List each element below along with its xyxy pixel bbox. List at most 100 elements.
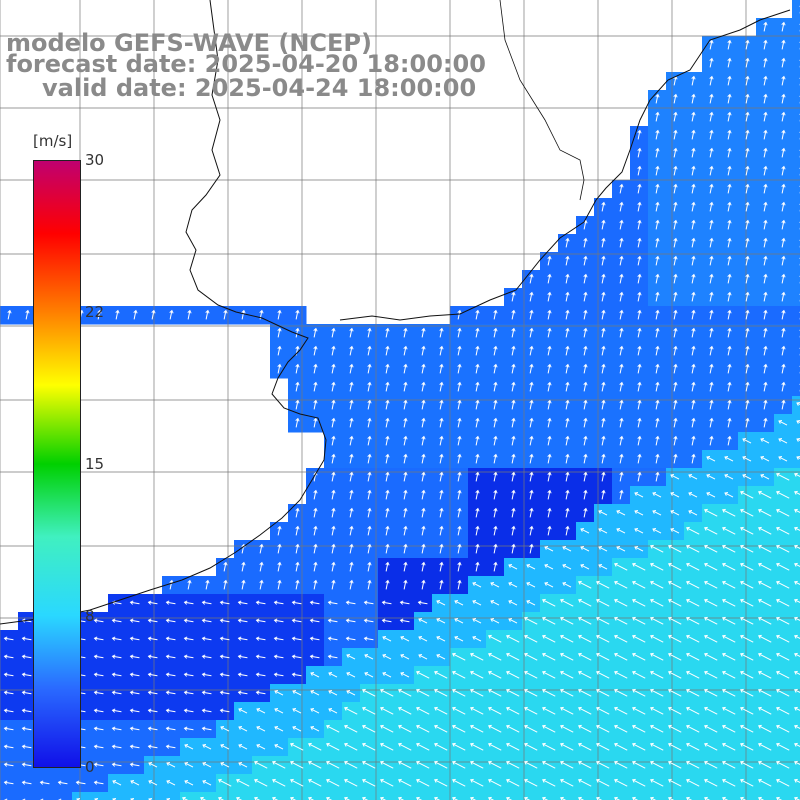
- wind-arrow-head: [619, 453, 624, 458]
- wind-arrow: [331, 382, 335, 392]
- wind-arrow: [506, 671, 520, 679]
- wind-arrow: [614, 671, 628, 679]
- wind-arrow-head: [632, 670, 636, 675]
- wind-arrow: [400, 619, 410, 623]
- wind-arrow-head: [542, 652, 546, 657]
- field-cell: [630, 792, 649, 800]
- wind-arrow-head: [346, 653, 351, 658]
- wind-arrow: [202, 673, 212, 677]
- wind-arrow: [688, 474, 698, 480]
- wind-arrow-head: [686, 652, 690, 657]
- field-cell: [522, 792, 541, 800]
- wind-arrow-head: [202, 779, 207, 784]
- wind-arrow: [403, 472, 407, 482]
- wind-arrow-head: [385, 417, 390, 422]
- wind-arrow-head: [403, 381, 408, 386]
- field-cell: [792, 216, 800, 235]
- wind-arrow-head: [763, 417, 768, 422]
- wind-arrow-head: [416, 742, 420, 747]
- wind-arrow: [346, 690, 356, 696]
- wind-arrow-head: [475, 309, 480, 314]
- wind-arrow: [763, 40, 767, 50]
- wind-arrow-head: [655, 201, 660, 206]
- wind-arrow: [313, 526, 317, 536]
- wind-arrow-head: [704, 670, 708, 675]
- wind-arrow-head: [3, 636, 8, 641]
- wind-arrow-head: [331, 507, 336, 512]
- wind-arrow-head: [670, 527, 675, 532]
- wind-arrow: [130, 655, 140, 659]
- wind-arrow-head: [439, 561, 444, 566]
- wind-arrow: [94, 709, 104, 713]
- wind-arrow: [686, 725, 700, 733]
- wind-arrow: [331, 454, 335, 464]
- wind-arrow-head: [475, 543, 480, 548]
- wind-arrow-head: [673, 435, 678, 440]
- wind-arrow-head: [295, 417, 300, 422]
- wind-arrow: [367, 562, 371, 572]
- wind-arrow-head: [650, 634, 654, 639]
- wind-arrow: [686, 527, 700, 535]
- wind-arrow-head: [367, 453, 372, 458]
- wind-arrow-head: [309, 654, 314, 659]
- wind-arrow-head: [560, 724, 564, 729]
- wind-arrow-head: [400, 635, 405, 640]
- wind-arrow-head: [488, 778, 492, 783]
- wind-arrow-head: [634, 509, 639, 514]
- wind-arrow-head: [673, 363, 678, 368]
- wind-arrow: [490, 582, 500, 588]
- wind-arrow: [578, 671, 592, 679]
- wind-arrow-head: [650, 544, 654, 549]
- wind-arrow-head: [439, 399, 444, 404]
- wind-arrow-head: [583, 273, 588, 278]
- wind-arrow-head: [421, 417, 426, 422]
- wind-arrow-head: [688, 491, 693, 496]
- wind-arrow: [346, 637, 356, 641]
- wind-arrow: [349, 472, 353, 482]
- wind-arrow-head: [220, 743, 225, 748]
- wind-arrow: [776, 635, 790, 643]
- wind-arrow-head: [470, 688, 474, 693]
- wind-arrow-head: [745, 183, 750, 188]
- wind-arrow-head: [291, 654, 296, 659]
- wind-arrow: [763, 328, 767, 338]
- wind-arrow: [686, 545, 700, 553]
- wind-arrow-head: [439, 543, 444, 548]
- field-cell: [576, 792, 595, 800]
- wind-arrow: [560, 599, 574, 607]
- wind-arrow-head: [93, 690, 98, 695]
- wind-arrow-head: [578, 598, 582, 603]
- wind-arrow: [650, 635, 664, 643]
- wind-arrow: [166, 655, 176, 659]
- wind-arrow-head: [4, 798, 8, 800]
- wind-arrow: [328, 708, 338, 714]
- wind-arrow: [634, 546, 644, 552]
- wind-arrow-head: [97, 309, 102, 314]
- colorbar: [33, 160, 81, 768]
- wind-arrow-head: [349, 381, 354, 386]
- wind-arrow: [763, 238, 767, 248]
- wind-arrow-head: [313, 543, 318, 548]
- wind-arrow-head: [220, 725, 225, 730]
- wind-arrow: [434, 671, 448, 679]
- wind-arrow: [148, 655, 158, 659]
- wind-arrow: [673, 256, 677, 266]
- wind-arrow: [220, 673, 230, 677]
- wind-arrow: [439, 544, 443, 554]
- wind-arrow-head: [686, 562, 690, 567]
- wind-arrow: [403, 346, 407, 356]
- wind-arrow: [632, 707, 646, 715]
- wind-arrow-head: [470, 670, 474, 675]
- wind-arrow: [223, 562, 227, 572]
- wind-arrow: [706, 456, 716, 462]
- wind-arrow-head: [578, 706, 582, 711]
- wind-arrow: [583, 346, 587, 356]
- wind-arrow: [529, 454, 533, 464]
- wind-arrow: [274, 744, 284, 750]
- wind-arrow: [655, 256, 659, 266]
- wind-arrow-head: [488, 670, 492, 675]
- wind-arrow-head: [493, 435, 498, 440]
- wind-arrow-head: [470, 742, 474, 747]
- wind-arrow-head: [704, 760, 708, 765]
- wind-arrow: [686, 599, 700, 607]
